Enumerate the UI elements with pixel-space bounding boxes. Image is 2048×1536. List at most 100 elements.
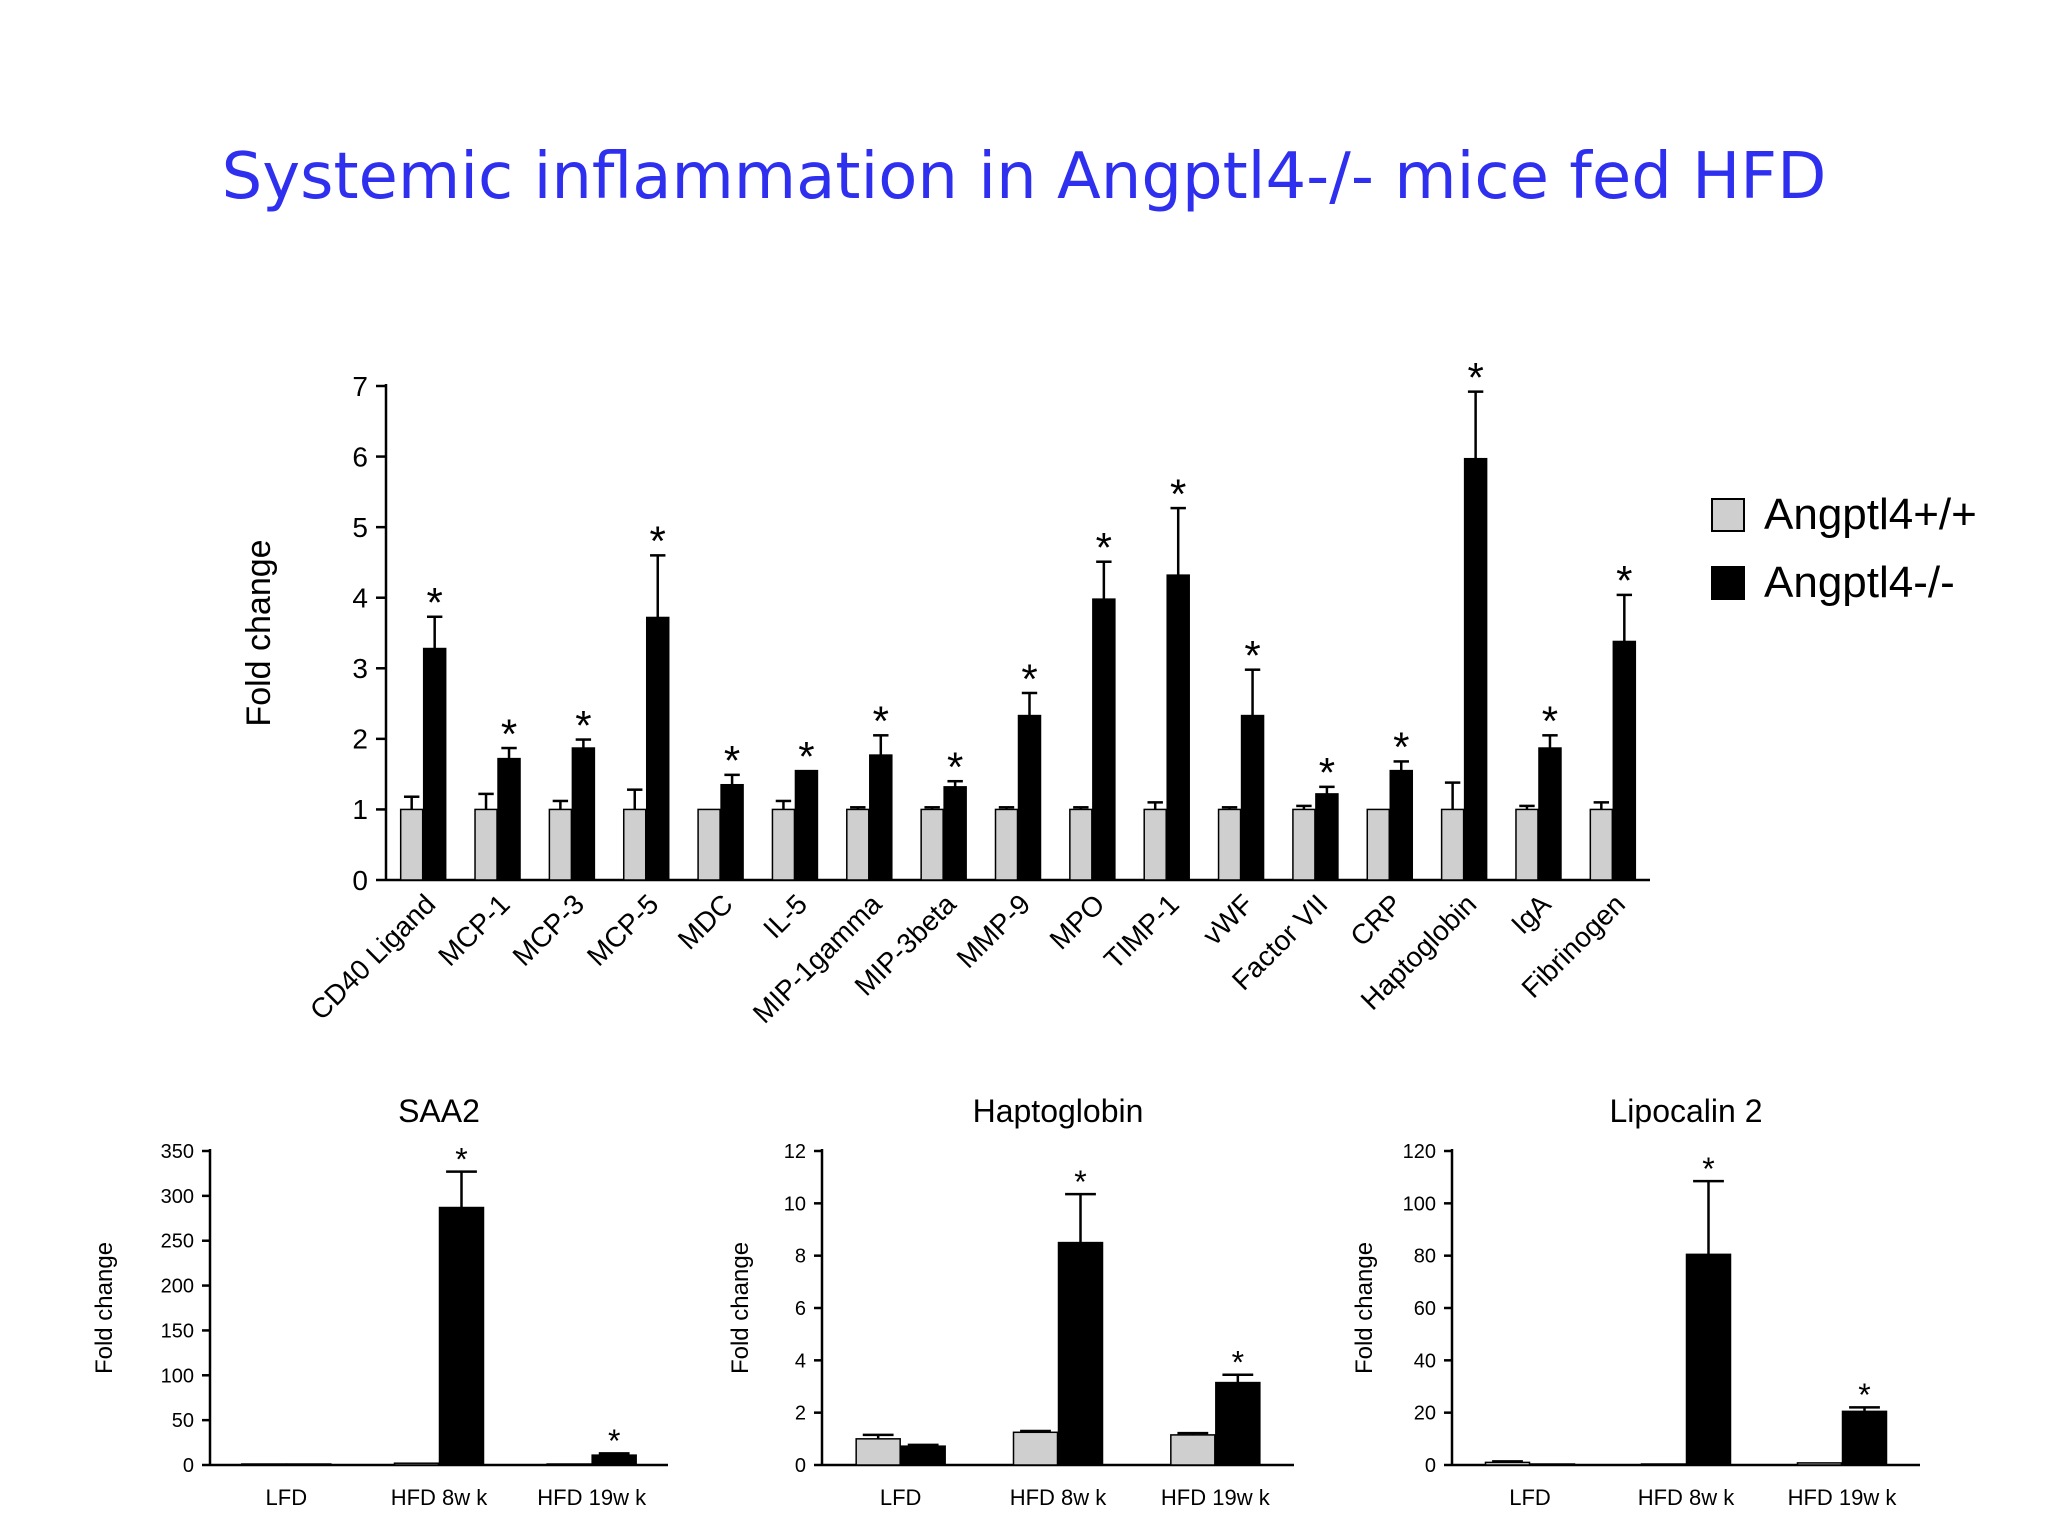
main-bar-knockout [645,616,670,881]
saa2-y-tick-label: 250 [161,1231,194,1253]
main-y-tick-label: 3 [352,653,368,684]
lipocalin2-x-tick-label: HFD 19w k [1788,1485,1898,1510]
main-bar-knockout [1612,640,1637,881]
main-bar-knockout [1389,769,1414,881]
main-bar-wildtype [1589,808,1614,881]
saa2-title: SAA2 [398,1093,480,1129]
legend-swatch-wildtype [1711,498,1745,532]
main-x-tick-label: MCP-3 [507,888,591,972]
main-x-tick-label: MPO [1044,888,1111,955]
haptoglobin-bar-knockout [900,1445,946,1466]
haptoglobin-y-tick-label: 0 [795,1455,806,1477]
main-significance-star: * [650,518,666,565]
main-x-tick-label: TIMP-1 [1098,888,1185,975]
lipocalin2-bar-wildtype [1484,1461,1531,1466]
main-x-tick-label: MIP-1gamma [747,888,888,1029]
main-bar-wildtype [1292,808,1316,881]
main-x-tick-label: CD40 Ligand [304,888,441,1025]
lipocalin2-y-tick-label: 40 [1414,1350,1436,1372]
haptoglobin-y-tick-label: 2 [795,1403,806,1425]
main-significance-star: * [1616,557,1632,604]
main-bar-knockout [1017,714,1042,881]
lipocalin2-bar-knockout [1529,1463,1576,1466]
haptoglobin-bar-wildtype [1012,1431,1059,1466]
main-significance-star: * [724,737,740,784]
main-bar-wildtype [1143,808,1167,881]
legend: Angptl4+/+ Angptl4-/- [1711,490,1977,607]
main-x-tick-label: IgA [1505,888,1557,940]
saa2-x-tick-label: LFD [266,1485,308,1510]
saa2-y-tick-label: 150 [161,1320,194,1342]
saa2-x-tick-label: HFD 19w k [537,1485,647,1510]
main-x-tick-label: CRP [1344,888,1408,952]
haptoglobin-y-tick-label: 8 [795,1246,806,1268]
main-significance-star: * [873,698,889,745]
main-y-tick-label: 6 [352,441,368,472]
saa2-bar-wildtype [393,1462,440,1466]
haptoglobin-y-tick-label: 4 [795,1350,806,1372]
saa2-significance-star: * [608,1423,620,1459]
haptoglobin-x-tick-label: LFD [880,1485,922,1510]
main-x-tick-label: vWF [1197,888,1260,951]
main-significance-star: * [1096,524,1112,571]
saa2-bar-wildtype [241,1463,287,1466]
lipocalin2-y-tick-label: 100 [1403,1193,1436,1215]
main-significance-star: * [1319,749,1335,796]
main-bar-knockout [1092,598,1116,881]
lipocalin2-significance-star: * [1858,1377,1870,1413]
main-bar-knockout [422,647,447,881]
main-bar-knockout [571,747,596,881]
main-x-tick-label: MMP-9 [951,888,1037,974]
main-significance-star: * [947,744,963,791]
main-bar-knockout [720,783,744,881]
main-significance-star: * [1393,724,1409,771]
haptoglobin-chart: Haptoglobin 0 2 4 6 8 10 12 Fold change LFD * HFD 8… [727,1093,1294,1510]
haptoglobin-bar-knockout [1215,1381,1261,1466]
main-bar-wildtype [771,808,796,881]
lipocalin2-bar-wildtype [1640,1463,1687,1466]
saa2-y-tick-label: 0 [183,1455,194,1477]
main-bar-knockout [1240,714,1265,881]
main-y-tick-label: 4 [352,583,368,614]
lipocalin2-chart: Lipocalin 2 0 20 40 60 80 100 120 Fold change LFD… [1351,1093,1920,1510]
saa2-y-tick-label: 300 [161,1186,194,1208]
main-bar-knockout [869,754,893,881]
lipocalin2-y-tick-label: 60 [1414,1298,1436,1320]
saa2-bar-knockout [286,1463,332,1466]
main-significance-star: * [1021,655,1037,702]
main-bar-knockout [1538,747,1562,881]
lipocalin2-y-tick-label: 0 [1425,1455,1436,1477]
main-bar-wildtype [994,808,1019,881]
haptoglobin-y-axis-label: Fold change [727,1242,754,1374]
haptoglobin-x-tick-label: HFD 8w k [1010,1485,1108,1510]
main-y-tick-label: 7 [352,371,368,402]
main-x-tick-label: MCP-1 [432,888,516,972]
haptoglobin-y-tick-label: 12 [784,1141,806,1163]
lipocalin2-y-tick-label: 20 [1414,1403,1436,1425]
saa2-y-tick-label: 100 [161,1365,194,1387]
main-x-tick-label: MCP-5 [581,888,665,972]
saa2-significance-star: * [455,1141,467,1177]
main-y-tick-label: 5 [352,512,368,543]
main-significance-star: * [1542,698,1558,745]
main-bar-wildtype [1069,808,1093,881]
main-y-tick-label: 1 [352,794,368,825]
lipocalin2-y-tick-label: 120 [1403,1141,1436,1163]
main-bar-knockout [943,786,967,881]
saa2-y-axis-label: Fold change [91,1242,118,1374]
main-bar-knockout [794,769,819,881]
haptoglobin-bar-knockout [1057,1241,1104,1466]
main-significance-star: * [575,702,591,749]
haptoglobin-title: Haptoglobin [973,1093,1144,1129]
haptoglobin-significance-star: * [1232,1345,1244,1381]
main-bar-wildtype [1366,808,1391,881]
main-bar-knockout [497,757,521,881]
main-significance-star: * [1170,470,1186,517]
main-y-tick-label: 0 [352,865,368,896]
saa2-y-tick-label: 200 [161,1276,194,1298]
saa2-bar-knockout [438,1206,485,1466]
main-bar-knockout [1463,457,1488,881]
lipocalin2-bar-knockout [1685,1253,1732,1466]
lipocalin2-bar-knockout [1841,1410,1888,1466]
saa2-y-tick-label: 350 [161,1141,194,1163]
